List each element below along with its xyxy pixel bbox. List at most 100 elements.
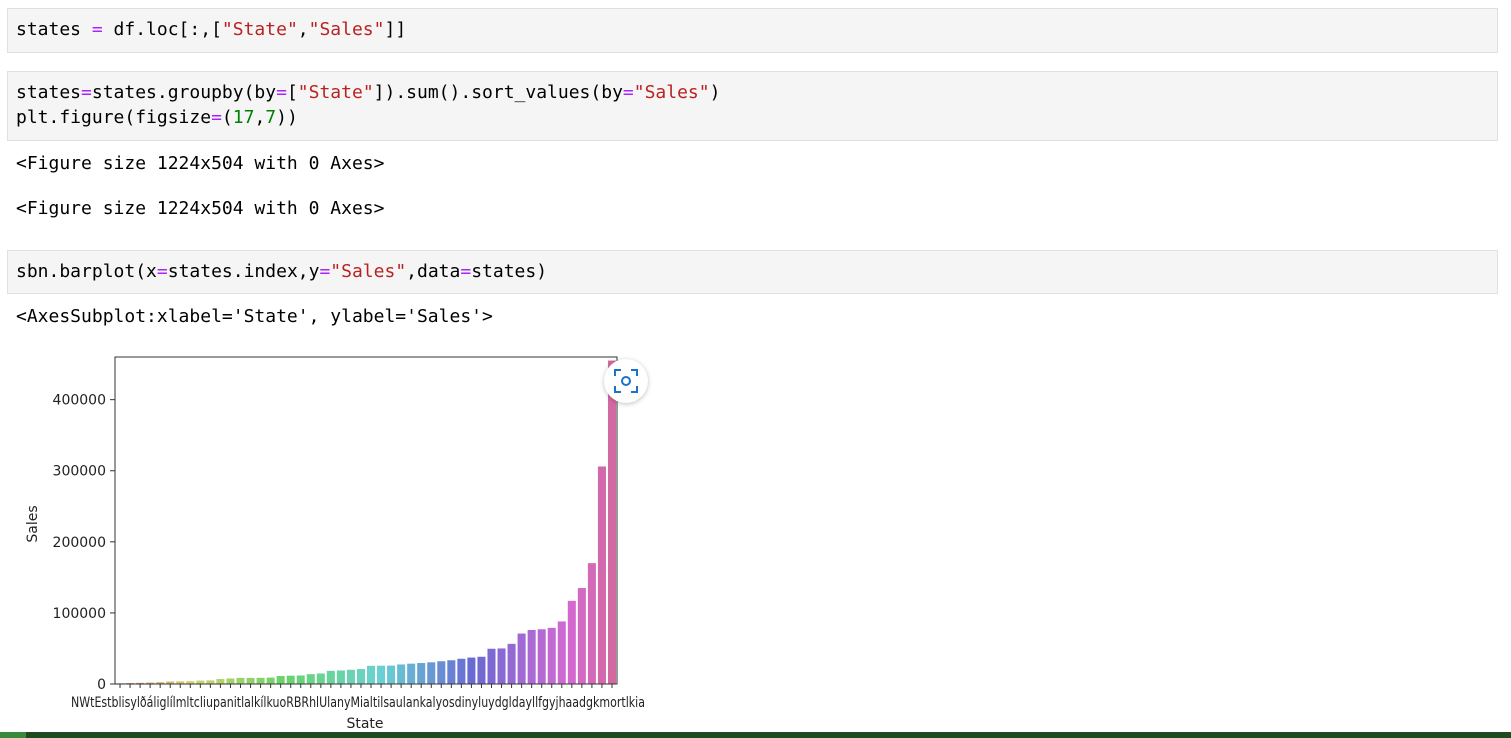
bar xyxy=(427,662,436,684)
y-axis-title: Sales xyxy=(25,505,41,542)
code-token: = xyxy=(276,82,287,103)
bar xyxy=(166,681,175,684)
code-token: = xyxy=(460,261,472,282)
bar xyxy=(356,669,365,684)
code-token: states xyxy=(16,19,92,40)
code-token: ,data xyxy=(406,261,461,282)
code-token: "Sales" xyxy=(633,82,710,103)
code-token: states.groupby(by xyxy=(91,82,277,103)
code-cell-3[interactable]: sbn.barplot(x=states.index,y="Sales",dat… xyxy=(7,250,1498,294)
code-token: = xyxy=(156,261,168,282)
bar xyxy=(336,670,345,684)
code-token: "Sales" xyxy=(330,261,407,282)
bottom-status-accent xyxy=(0,732,26,738)
output-figure-size-1: <Figure size 1224x504 with 0 Axes> xyxy=(16,153,385,174)
bar xyxy=(377,665,386,684)
bar xyxy=(477,656,486,684)
bar xyxy=(507,643,516,684)
bar xyxy=(346,669,355,684)
bar xyxy=(286,675,295,684)
code-token: ( xyxy=(221,107,233,128)
code-token: ]).sum().sort_values(by xyxy=(373,82,623,103)
code-token: , xyxy=(297,19,309,40)
bar xyxy=(407,663,416,684)
code-token: , xyxy=(254,107,266,128)
bar xyxy=(607,360,616,684)
bar xyxy=(236,677,245,684)
x-tick-labels: NWtEstblisylðáliglílmltcliupanitlalkílku… xyxy=(71,695,645,711)
bar xyxy=(487,648,496,684)
code-cell-1[interactable]: states = df.loc[:,["State","Sales"]] xyxy=(7,8,1498,53)
bar xyxy=(216,679,225,684)
bar xyxy=(497,648,506,684)
code-token: states) xyxy=(471,261,548,282)
bar xyxy=(206,680,215,684)
bottom-status-bar xyxy=(0,732,1511,738)
bar xyxy=(156,682,165,684)
bar xyxy=(587,563,596,684)
code-cell-2[interactable]: states=states.groupby(by=["State"]).sum(… xyxy=(7,71,1498,141)
bar xyxy=(186,681,195,684)
code-token: [ xyxy=(286,82,298,103)
bar xyxy=(146,682,155,684)
output-axes-subplot: <AxesSubplot:xlabel='State', ylabel='Sal… xyxy=(16,306,493,327)
x-axis-title: State xyxy=(346,716,383,732)
y-tick-label: 0 xyxy=(97,677,106,693)
bar xyxy=(447,660,456,684)
bar xyxy=(547,627,556,684)
bar xyxy=(196,680,205,684)
bar xyxy=(537,629,546,684)
bar xyxy=(176,681,185,684)
bar xyxy=(417,663,426,684)
y-tick-label: 300000 xyxy=(53,464,106,480)
code-token: = xyxy=(81,82,92,103)
code-token: )) xyxy=(276,107,298,128)
plot-frame xyxy=(114,356,618,685)
code-token: "Sales" xyxy=(308,19,385,40)
bar xyxy=(226,678,235,684)
screenshot-button[interactable] xyxy=(604,359,648,403)
code-token: ]] xyxy=(384,19,407,40)
bar xyxy=(367,665,376,684)
code-token: "State" xyxy=(297,82,374,103)
code-line: states = df.loc[:,["State","Sales"]] xyxy=(16,17,1497,42)
sales-bar-chart: 0 100000 200000 300000 400000 NWtEstblisylðá… xyxy=(25,356,645,732)
y-tick-label: 200000 xyxy=(53,535,106,551)
code-token: = xyxy=(622,82,634,103)
output-figure-size-2: <Figure size 1224x504 with 0 Axes> xyxy=(16,198,385,219)
code-token: plt.figure(figsize xyxy=(16,107,212,128)
y-ticks: 0 100000 200000 300000 400000 xyxy=(53,393,115,693)
bar xyxy=(437,661,446,684)
bar xyxy=(306,674,315,684)
bar xyxy=(597,466,606,684)
bar xyxy=(246,677,255,684)
bar xyxy=(397,664,406,684)
bar xyxy=(136,682,145,684)
bar xyxy=(577,588,586,684)
code-token: sbn.barplot(x xyxy=(16,261,157,282)
code-token: df.loc[:,[ xyxy=(102,19,222,40)
screenshot-icon xyxy=(614,369,638,393)
code-token: "State" xyxy=(221,19,298,40)
code-line: sbn.barplot(x=states.index,y="Sales",dat… xyxy=(16,259,1497,284)
bar xyxy=(517,633,526,684)
code-token: states.index,y xyxy=(167,261,320,282)
code-line: plt.figure(figsize=(17,7)) xyxy=(16,105,1497,130)
bar xyxy=(316,673,325,684)
bar xyxy=(326,670,335,684)
bar xyxy=(567,600,576,684)
code-token: = xyxy=(211,107,222,128)
code-line: states=states.groupby(by=["State"]).sum(… xyxy=(16,80,1497,105)
code-token: 17 xyxy=(232,107,255,128)
code-token: ) xyxy=(709,82,721,103)
code-token: 7 xyxy=(265,107,277,128)
bars xyxy=(116,360,616,684)
bar xyxy=(276,675,285,684)
bar xyxy=(387,665,396,684)
bar xyxy=(256,677,265,684)
x-ticks xyxy=(119,684,613,688)
bar xyxy=(557,621,566,684)
y-tick-label: 400000 xyxy=(53,393,106,409)
y-tick-label: 100000 xyxy=(53,606,106,622)
bar xyxy=(296,675,305,684)
